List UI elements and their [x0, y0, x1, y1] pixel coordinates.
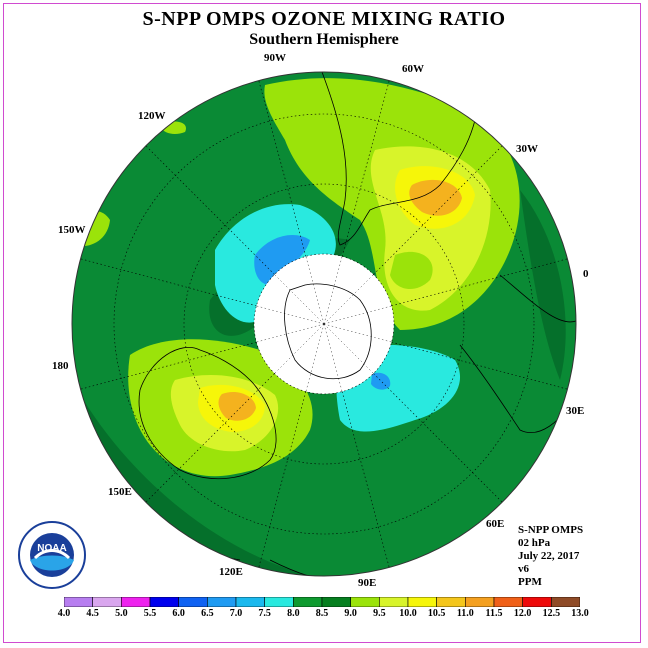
- info-instrument: S-NPP OMPS: [518, 524, 584, 536]
- lon-label-60e: 60E: [486, 518, 505, 530]
- coast-antarctica: [284, 283, 372, 379]
- color-bar-swatch: [207, 597, 237, 607]
- color-bar-swatch: [121, 597, 151, 607]
- color-bar-label: 9.0: [344, 608, 357, 619]
- page-subtitle: Southern Hemisphere: [249, 31, 399, 48]
- lon-label-60w: 60W: [402, 63, 424, 75]
- color-bar-label: 12.5: [542, 608, 561, 619]
- color-bar-label: 6.0: [172, 608, 185, 619]
- color-bar-swatch: [235, 597, 265, 607]
- color-bar-label: 12.0: [513, 608, 532, 619]
- map-outline: [71, 71, 577, 577]
- field-dark-east: [520, 190, 566, 380]
- lon-label-150e: 150E: [108, 486, 132, 498]
- color-bar-swatch: [551, 597, 580, 607]
- lon-label-120w: 120W: [138, 110, 166, 122]
- color-bar-swatch: [522, 597, 552, 607]
- lon-label-0: 0: [583, 268, 589, 280]
- page-title: S-NPP OMPS OZONE MIXING RATIO: [142, 8, 506, 30]
- color-bar-swatch: [350, 597, 380, 607]
- page-frame: [3, 3, 641, 643]
- color-bar-label: 11.0: [456, 608, 474, 619]
- color-bar-label: 4.5: [86, 608, 99, 619]
- field-orange-south: [218, 391, 256, 421]
- coast-australia: [138, 347, 277, 480]
- lon-label-90e: 90E: [358, 577, 377, 589]
- color-bar-swatch: [407, 597, 437, 607]
- color-bar-swatch: [436, 597, 466, 607]
- color-bar-label: 8.0: [287, 608, 300, 619]
- color-bar-label: 5.5: [143, 608, 157, 619]
- info-level: 02 hPa: [518, 537, 551, 549]
- color-bar-swatch: [379, 597, 409, 607]
- color-bar-label: 6.5: [201, 608, 214, 619]
- lon-label-180: 180: [52, 360, 69, 372]
- info-version: v6: [518, 563, 529, 575]
- ozone-field: [72, 72, 576, 576]
- color-bar-swatch: [264, 597, 294, 607]
- latitude-circles: [113, 113, 535, 535]
- field-light-green-patch: [390, 251, 433, 290]
- noaa-logo: NOAA: [18, 521, 86, 589]
- color-bar-swatch: [149, 597, 179, 607]
- color-bar-swatch: [465, 597, 495, 607]
- color-bar: [64, 597, 580, 607]
- lon-label-90w: 90W: [264, 52, 286, 64]
- color-bar-label: 13.0: [571, 608, 589, 619]
- info-units: PPM: [518, 576, 542, 588]
- field-orange-north: [409, 179, 462, 216]
- info-panel: S-NPP OMPS 02 hPa July 22, 2017 v6 PPM: [518, 524, 583, 589]
- color-bar-label: 5.0: [115, 608, 128, 619]
- color-bar-label: 10.5: [427, 608, 446, 619]
- coast-south-america: [321, 72, 476, 246]
- color-bar-label: 7.0: [229, 608, 243, 619]
- color-bar-swatch: [293, 597, 323, 607]
- lon-label-150w: 150W: [58, 224, 86, 236]
- lon-label-30e: 30E: [566, 405, 585, 417]
- color-bar-swatch: [64, 597, 93, 607]
- info-date: July 22, 2017: [518, 550, 580, 562]
- color-bar-label: 10.0: [399, 608, 417, 619]
- color-bar-label: 8.5: [315, 608, 329, 619]
- lon-label-120e: 120E: [219, 566, 243, 578]
- logo-text: NOAA: [37, 543, 66, 554]
- color-bar-label: 4.0: [57, 608, 71, 619]
- color-bar-swatch: [92, 597, 122, 607]
- color-bar-swatch: [178, 597, 208, 607]
- color-bar-label: 9.5: [373, 608, 386, 619]
- color-bar-swatch: [493, 597, 523, 607]
- lon-label-30w: 30W: [516, 143, 538, 155]
- color-bar-label: 7.5: [258, 608, 271, 619]
- color-bar-swatch: [321, 597, 351, 607]
- color-bar-label: 11.5: [485, 608, 503, 619]
- field-blue-west: [254, 235, 310, 285]
